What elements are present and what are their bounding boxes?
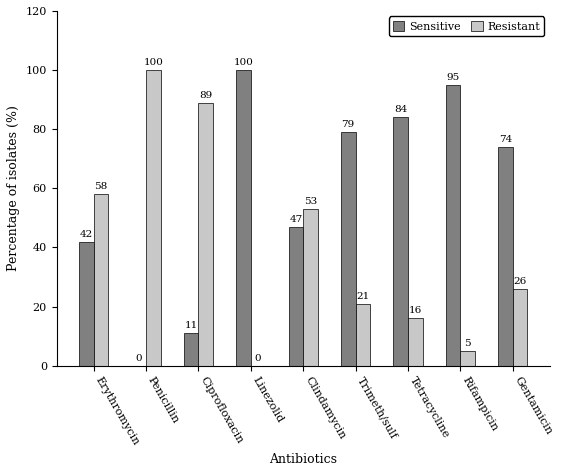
Text: 47: 47 (289, 215, 302, 224)
Text: 5: 5 (464, 339, 471, 348)
Bar (79, 242, 94, 366)
Text: 79: 79 (342, 120, 355, 129)
Bar (289, 227, 303, 366)
Text: 95: 95 (446, 73, 459, 82)
Bar (184, 333, 198, 366)
Bar (460, 351, 475, 366)
Text: 100: 100 (233, 58, 254, 67)
Text: 21: 21 (357, 292, 370, 301)
Bar (198, 103, 213, 366)
Text: 53: 53 (304, 197, 317, 206)
Bar (303, 209, 318, 366)
Text: 42: 42 (80, 229, 93, 238)
Text: 74: 74 (499, 135, 512, 144)
Bar (146, 70, 160, 366)
Bar (512, 289, 527, 366)
X-axis label: Antibiotics: Antibiotics (269, 453, 337, 466)
Text: 100: 100 (144, 58, 163, 67)
Y-axis label: Percentage of isolates (%): Percentage of isolates (%) (7, 105, 20, 271)
Text: 0: 0 (136, 354, 142, 363)
Text: 58: 58 (94, 182, 108, 191)
Bar (355, 304, 370, 366)
Legend: Sensitive, Resistant: Sensitive, Resistant (389, 17, 544, 36)
Text: 84: 84 (394, 105, 407, 114)
Text: 26: 26 (514, 277, 527, 286)
Text: 11: 11 (184, 321, 198, 330)
Bar (498, 147, 512, 366)
Bar (94, 194, 108, 366)
Text: 16: 16 (408, 307, 422, 315)
Bar (408, 318, 423, 366)
Bar (236, 70, 251, 366)
Text: 89: 89 (199, 91, 212, 100)
Bar (341, 132, 355, 366)
Text: 0: 0 (255, 354, 262, 363)
Bar (446, 85, 460, 366)
Bar (393, 117, 408, 366)
